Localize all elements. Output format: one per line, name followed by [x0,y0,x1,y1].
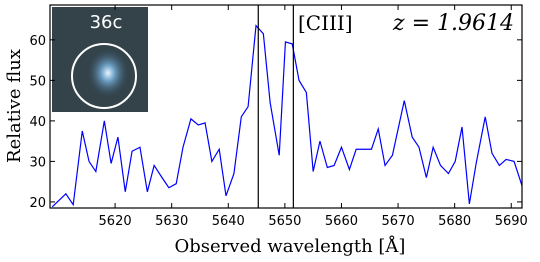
x-tick-label: 5620 [99,214,132,229]
y-axis-label: Relative flux [4,49,25,163]
line-label: [CIII] [298,11,353,35]
y-tick-label: 50 [29,74,46,89]
x-tick-label: 5640 [212,214,245,229]
y-tick-label: 40 [29,115,46,130]
y-tick-label: 20 [29,196,46,211]
x-tick-label: 5670 [382,214,415,229]
x-axis-label: Observed wavelength [Å] [175,235,406,257]
x-tick-label: 5680 [438,214,471,229]
spectrum-line [51,24,523,208]
inset-image: 36c [52,7,148,112]
inset-label: 36c [90,12,123,33]
x-tick-label: 5650 [268,214,301,229]
y-tick-label: 30 [29,155,46,170]
y-tick-label: 60 [29,34,46,49]
x-tick-label: 5690 [495,214,528,229]
x-tick-label: 5630 [155,214,188,229]
x-tick-label: 5660 [325,214,358,229]
plot-frame [49,4,523,209]
redshift-label: z = 1.9614 [392,11,514,36]
